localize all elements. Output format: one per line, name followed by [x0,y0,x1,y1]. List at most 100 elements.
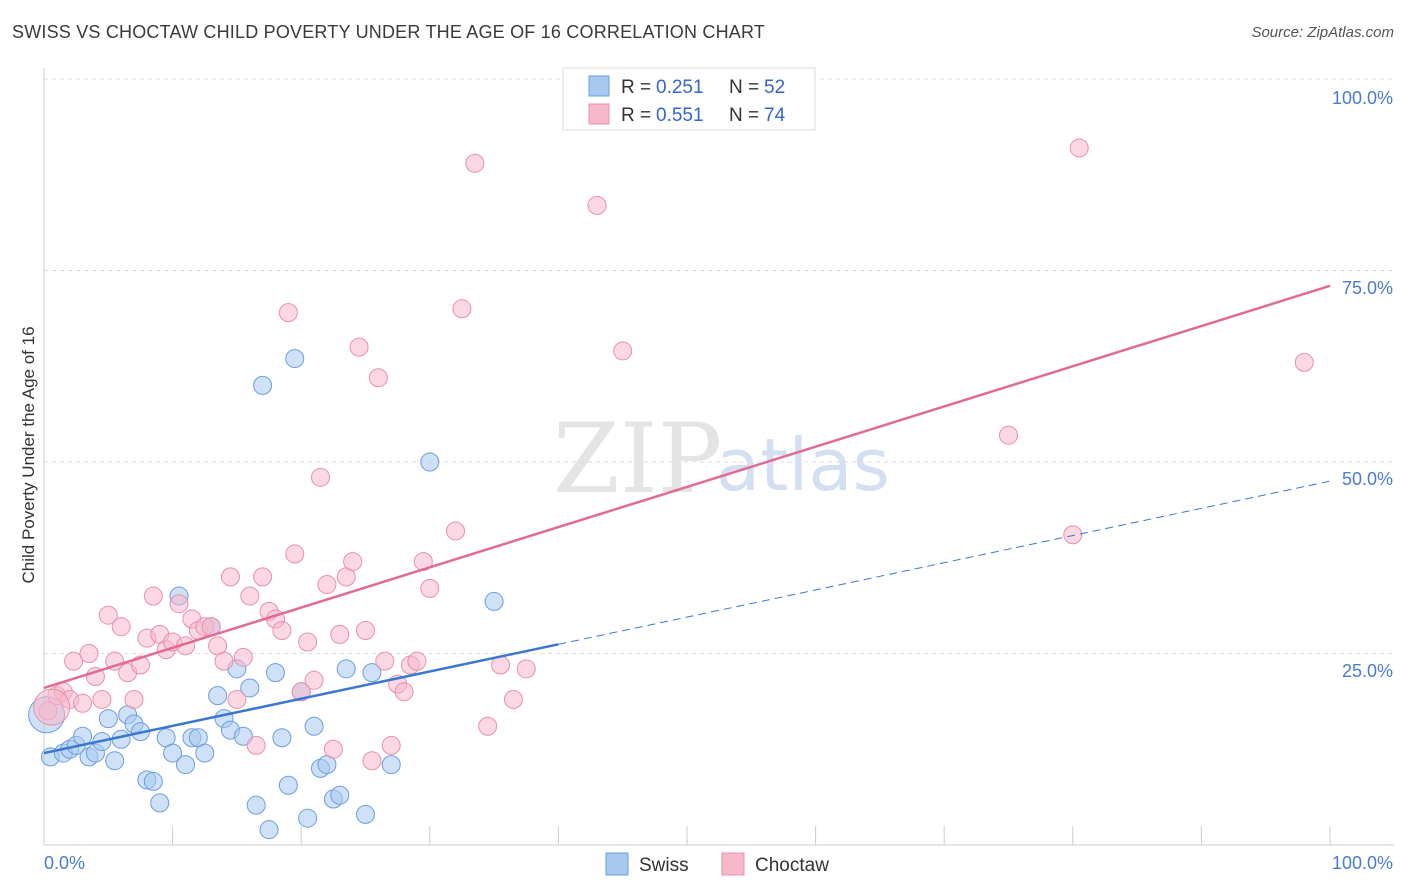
swiss-point-9 [105,751,125,771]
swiss-point-8 [98,709,118,729]
choctaw-point-9 [98,605,118,625]
swiss-point-34 [265,663,285,683]
swiss-point-32 [253,375,273,395]
choctaw-point-40 [298,632,318,652]
choctaw-point-48 [349,337,369,357]
choctaw-point-7 [85,666,105,686]
swiss-point-31 [246,795,266,815]
choctaw-point-66 [516,659,536,679]
choctaw-point-68 [613,341,633,361]
watermark-atlas: atlas [716,423,890,507]
watermark-zip: ZIP [553,403,722,515]
legend-n-label-swiss: N = [729,77,759,98]
choctaw-point-69 [999,425,1018,445]
choctaw-point-6 [79,644,99,663]
choctaw-point-36 [272,621,292,641]
choctaw-point-27 [214,651,234,671]
legend-n-value-swiss: 52 [764,77,785,98]
swiss-point-15 [143,771,163,791]
y-tick-label-75: 75.0% [1342,278,1393,298]
legend-swatch-swiss [588,75,610,97]
choctaw-point-39 [291,682,311,702]
x-tick-label-max: 100.0% [1332,853,1393,873]
choctaw-point-37 [278,303,298,323]
choctaw-point-20 [169,594,189,614]
swiss-point-46 [356,804,375,824]
swiss-point-16 [150,793,170,813]
choctaw-point-55 [394,682,414,702]
choctaw-point-59 [420,578,440,598]
legend-r-value-choctaw: 0.551 [656,105,704,126]
swiss-point-29 [233,726,253,746]
choctaw-point-43 [317,575,337,595]
y-axis-label: Child Poverty Under the Age of 16 [19,326,38,583]
choctaw-point-28 [220,567,240,587]
swiss-trendline-extension [558,480,1331,645]
legend-n-label-choctaw: N = [729,105,759,126]
choctaw-point-41 [304,670,324,690]
swiss-point-45 [336,659,356,679]
choctaw-point-38 [285,544,305,564]
legend-bottom-label-choctaw: Choctaw [755,855,829,876]
choctaw-point-73 [33,688,71,726]
choctaw-point-67 [587,195,607,215]
choctaw-point-49 [356,621,375,641]
swiss-point-39 [298,808,318,828]
swiss-point-37 [285,349,305,369]
chart-title: SWISS VS CHOCTAW CHILD POVERTY UNDER THE… [12,22,766,42]
x-ticks [43,826,1331,845]
choctaw-point-29 [227,689,247,709]
choctaw-point-63 [478,716,498,736]
swiss-point-23 [195,743,215,763]
source-label: Source: ZipAtlas.com [1251,24,1394,41]
swiss-point-20 [175,755,195,775]
choctaw-point-47 [343,552,363,572]
choctaw-point-70 [1063,525,1083,545]
legend-stats: R = 0.251 N = 52 R = 0.551 N = 74 [562,67,816,131]
choctaw-point-62 [465,153,485,173]
legend-bottom-swatch-swiss [605,852,629,876]
legend-r-label-choctaw: R = [621,105,651,126]
choctaw-point-71 [1069,138,1089,158]
swiss-point-25 [208,686,228,706]
choctaw-point-52 [375,651,395,671]
choctaw-point-50 [362,751,382,771]
legend-r-label-swiss: R = [621,77,651,98]
choctaw-point-42 [310,467,330,487]
legend-r-value-swiss: 0.251 [656,77,704,98]
swiss-point-30 [240,678,260,698]
swiss-point-18 [163,743,183,763]
choctaw-point-8 [92,689,112,709]
swiss-point-35 [272,728,292,748]
swiss-point-47 [362,663,382,683]
swiss-point-48 [381,755,401,775]
trendlines [43,284,1331,755]
choctaw-point-53 [381,735,401,755]
choctaw-point-16 [143,586,163,606]
choctaw-point-11 [111,617,131,637]
y-tick-label-25: 25.0% [1342,661,1393,681]
gridlines [44,78,1394,654]
swiss-point-36 [278,775,298,795]
legend-n-value-choctaw: 74 [764,105,786,126]
legend-swatch-choctaw [588,103,610,125]
legend-series: Swiss Choctaw [605,852,829,876]
swiss-point-44 [330,785,350,805]
choctaw-point-31 [240,586,260,606]
choctaw-point-60 [446,521,466,541]
y-tick-labels: 25.0% 50.0% 75.0% 100.0% [1332,88,1393,681]
swiss-point-40 [304,716,324,736]
choctaw-point-32 [246,735,266,755]
legend-bottom-label-swiss: Swiss [639,855,689,876]
choctaw-point-72 [1294,352,1314,372]
choctaw-points [33,138,1314,771]
choctaw-point-13 [124,689,144,709]
legend-bottom-swatch-choctaw [721,852,745,876]
choctaw-point-4 [64,651,84,671]
y-tick-label-50: 50.0% [1342,469,1393,489]
swiss-trendline [43,643,559,755]
choctaw-point-61 [452,299,472,319]
choctaw-point-44 [323,739,343,759]
choctaw-point-45 [330,624,350,644]
